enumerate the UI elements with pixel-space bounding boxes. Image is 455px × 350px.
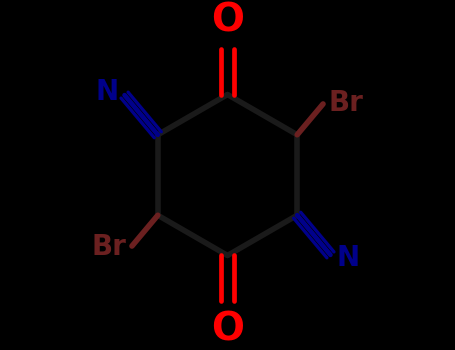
Text: N: N	[96, 78, 119, 106]
Text: Br: Br	[329, 89, 364, 117]
Text: O: O	[211, 310, 244, 348]
Text: O: O	[211, 2, 244, 40]
Text: N: N	[336, 244, 359, 272]
Text: Br: Br	[91, 233, 126, 261]
